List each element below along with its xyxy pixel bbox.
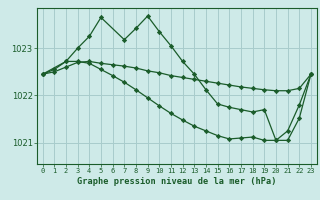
X-axis label: Graphe pression niveau de la mer (hPa): Graphe pression niveau de la mer (hPa) [77,177,276,186]
